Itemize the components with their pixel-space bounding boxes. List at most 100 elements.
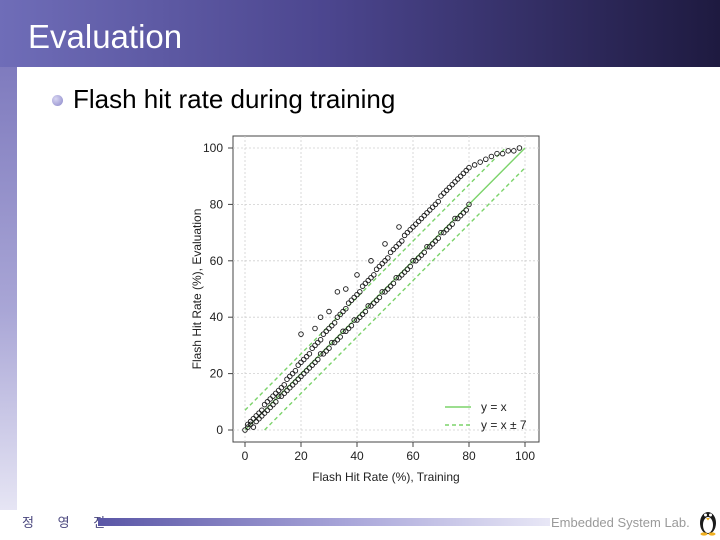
slide-title: Evaluation: [28, 18, 183, 55]
bullet-dot-icon: [52, 95, 63, 106]
data-point: [273, 399, 279, 405]
data-point: [365, 277, 371, 284]
data-point: [306, 351, 313, 357]
data-point: [446, 224, 453, 230]
data-point: [278, 393, 285, 399]
data-point: [483, 156, 489, 163]
data-point: [399, 238, 405, 244]
data-point: [407, 263, 413, 270]
data-point: [429, 204, 436, 210]
reference-line: [244, 147, 506, 411]
data-point: [401, 232, 408, 239]
data-point: [376, 263, 383, 270]
data-point: [287, 384, 293, 391]
data-point: [373, 266, 380, 273]
legend-label-solid: y = x: [481, 400, 507, 414]
data-point: [323, 328, 329, 335]
data-point: [351, 294, 357, 301]
data-point: [320, 351, 327, 357]
data-point: [343, 305, 349, 312]
data-point: [309, 362, 315, 368]
data-point: [315, 339, 321, 346]
data-point: [359, 283, 366, 289]
data-point: [278, 384, 285, 391]
data-point: [275, 387, 282, 394]
data-point: [379, 260, 385, 267]
data-point: [376, 294, 383, 301]
data-point: [281, 390, 287, 397]
data-point: [281, 382, 287, 388]
data-point: [410, 258, 416, 264]
data-point: [463, 207, 469, 213]
data-point: [331, 320, 338, 326]
data-point: [441, 229, 447, 236]
data-point: [264, 407, 271, 414]
data-point: [443, 227, 450, 233]
data-point: [471, 162, 478, 168]
data-point: [418, 215, 425, 222]
x-tick-label: 0: [242, 449, 249, 463]
y-axis-label: Flash Hit Rate (%), Evaluation: [190, 209, 204, 370]
data-point: [295, 362, 301, 368]
data-point: [351, 317, 357, 323]
data-point: [460, 210, 467, 216]
x-tick-label: 40: [350, 449, 364, 463]
data-point: [301, 356, 307, 363]
data-point: [362, 280, 369, 287]
data-point: [337, 311, 343, 318]
data-point: [298, 373, 304, 380]
data-point: [323, 348, 329, 354]
data-point: [393, 243, 399, 250]
data-point: [334, 314, 341, 320]
data-point: [284, 387, 290, 394]
data-point: [477, 159, 483, 165]
data-point: [261, 401, 268, 408]
data-point: [309, 345, 315, 351]
data-point: [343, 328, 349, 335]
y-tick-label: 20: [210, 367, 224, 381]
data-point: [354, 317, 360, 323]
data-point: [247, 421, 254, 428]
data-point: [432, 201, 439, 208]
data-point: [287, 373, 293, 380]
data-point: [455, 176, 461, 182]
data-point: [306, 365, 313, 371]
data-point: [429, 241, 436, 247]
data-point: [511, 148, 517, 154]
data-point: [371, 300, 377, 306]
data-point: [424, 243, 430, 250]
data-point: [329, 339, 335, 346]
data-point: [340, 308, 346, 315]
data-point: [245, 421, 251, 428]
bullet-text: Flash hit rate during training: [73, 84, 396, 114]
data-point: [494, 150, 500, 157]
data-point: [329, 322, 335, 329]
data-point: [432, 238, 439, 244]
data-point: [247, 418, 254, 425]
data-point: [326, 308, 332, 315]
data-point: [253, 413, 259, 419]
data-point: [289, 370, 296, 377]
data-points: [242, 145, 523, 433]
data-point: [326, 345, 332, 351]
reference-line: [264, 167, 526, 431]
data-point: [303, 353, 310, 360]
data-point: [499, 150, 506, 157]
data-point: [267, 404, 273, 411]
data-point: [340, 328, 346, 335]
data-point: [382, 258, 388, 264]
data-point: [264, 399, 271, 405]
data-point: [245, 424, 251, 430]
data-point: [399, 272, 405, 278]
data-point: [385, 286, 391, 292]
data-point: [443, 187, 450, 194]
data-point: [345, 300, 352, 306]
data-point: [427, 207, 433, 213]
footer-lab-name: Embedded System Lab.: [551, 515, 690, 530]
data-point: [396, 274, 402, 281]
data-point: [382, 289, 388, 295]
data-point: [382, 241, 388, 247]
data-point: [345, 325, 352, 332]
data-point: [317, 337, 324, 343]
data-point: [379, 289, 385, 295]
